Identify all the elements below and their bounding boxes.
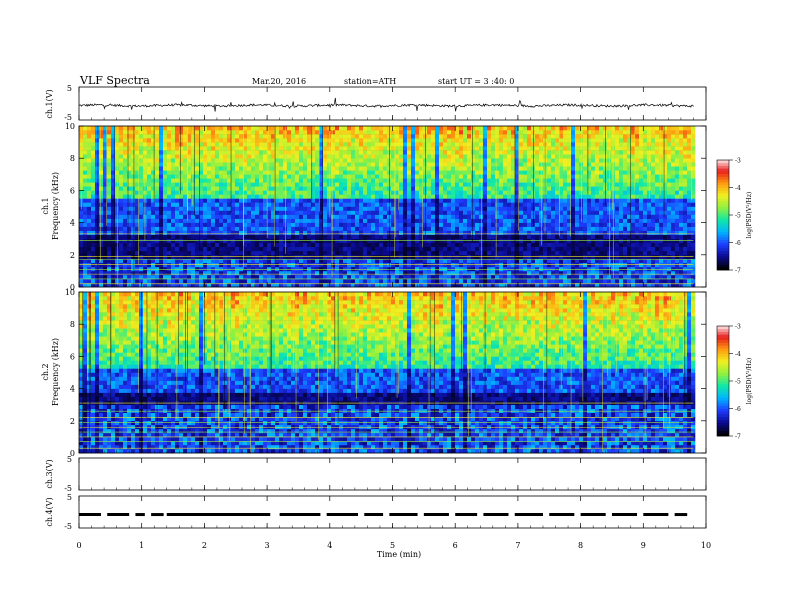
date-label: Mar.20, 2016 — [252, 77, 306, 86]
time-axis-ticks — [78, 87, 707, 528]
figure-title: VLF Spectra — [79, 74, 150, 87]
colorbar-tick-label: -4 — [735, 351, 741, 358]
time-tick-label: 3 — [265, 541, 270, 550]
time-tick-label: 8 — [578, 541, 583, 550]
ch4v-tick-bottom: -5 — [64, 522, 72, 531]
ch3v-tick-bottom: -5 — [64, 484, 72, 493]
ch4v-tick-top: 5 — [67, 493, 72, 502]
ch1-colorbar: -3 -4 -5 -6 -7 log(PSD(V²/Hz) — [716, 158, 753, 275]
ch1-channel-label: ch.1 — [41, 197, 50, 214]
frequency-tick-label: 10 — [65, 122, 75, 131]
ch2-frequency-axis-label: Frequency (kHz) — [51, 338, 60, 406]
ch2-colorbar-gradient — [717, 326, 729, 437]
time-tick-label: 6 — [453, 541, 458, 550]
ch1v-tick-bottom: -5 — [64, 113, 72, 122]
frequency-tick-label: 2 — [70, 251, 75, 260]
colorbar-tick-label: -6 — [735, 406, 741, 413]
time-tick-label: 4 — [327, 541, 332, 550]
frequency-tick-label: 0 — [70, 449, 75, 458]
ch2-spectrogram-panel: 0 2 4 6 8 10 ch.2 Frequency (kHz) — [41, 288, 707, 458]
station-label: station=ATH — [344, 77, 396, 86]
ch3v-tick-top: 5 — [67, 455, 72, 464]
ch1-colorbar-label: log(PSD(V²/Hz) — [746, 192, 753, 239]
frequency-tick-label: 4 — [70, 385, 75, 394]
ch1-colorbar-gradient — [717, 160, 729, 271]
colorbar-tick-label: -6 — [735, 240, 741, 247]
time-tick-label: 10 — [701, 541, 711, 550]
time-axis-label: Time (min) — [377, 550, 421, 559]
time-tick-label: 5 — [390, 541, 395, 550]
ch3v-axis-label: ch.3(V) — [45, 459, 54, 488]
frequency-tick-label: 6 — [70, 352, 75, 361]
time-tick-label: 9 — [641, 541, 646, 550]
ch4-voltage-panel: 5 -5 ch.4(V) — [45, 493, 707, 531]
colorbar-tick-label: -5 — [735, 379, 741, 386]
ch2-frequency-ticks: 0 2 4 6 8 10 — [65, 288, 706, 458]
ch1-frequency-ticks: 0 2 4 6 8 10 — [65, 122, 706, 292]
start-time-label: start UT = 3 :40: 0 — [438, 77, 514, 86]
time-tick-label: 2 — [202, 541, 207, 550]
ch2-colorbar: -3 -4 -5 -6 -7 log(PSD(V²/Hz) — [716, 324, 753, 441]
frequency-tick-label: 10 — [65, 288, 75, 297]
colorbar-tick-label: -4 — [735, 185, 741, 192]
ch2-spectrogram — [79, 292, 696, 454]
ch1-spectrogram-panel: 0 2 4 6 8 10 ch.1 Frequency (kHz) — [41, 122, 707, 292]
ch1-colorbar-ticks: -3 -4 -5 -6 -7 — [729, 158, 741, 275]
ch2-colorbar-ticks: -3 -4 -5 -6 -7 — [729, 324, 741, 441]
time-tick-label: 7 — [515, 541, 520, 550]
colorbar-tick-label: -7 — [735, 434, 741, 441]
colorbar-tick-label: -3 — [735, 324, 741, 331]
frequency-tick-label: 4 — [70, 219, 75, 228]
frequency-tick-label: 6 — [70, 186, 75, 195]
time-tick-label: 1 — [139, 541, 144, 550]
time-tick-label: 0 — [76, 541, 81, 550]
ch1-frequency-axis-label: Frequency (kHz) — [51, 172, 60, 240]
frequency-tick-label: 2 — [70, 417, 75, 426]
ch1v-tick-top: 5 — [67, 84, 72, 93]
ch1v-axis-label: ch.1(V) — [45, 89, 54, 118]
frequency-tick-label: 8 — [70, 154, 75, 163]
colorbar-tick-label: -5 — [735, 213, 741, 220]
ch2-colorbar-label: log(PSD(V²/Hz) — [746, 358, 753, 405]
ch1-spectrogram — [79, 126, 696, 288]
ch1-voltage-trace — [79, 97, 694, 112]
ch4v-axis-label: ch.4(V) — [45, 497, 54, 526]
time-axis-tick-labels: 0 1 2 3 4 5 6 7 8 9 10 — [76, 541, 711, 550]
colorbar-tick-label: -7 — [735, 268, 741, 275]
colorbar-tick-label: -3 — [735, 158, 741, 165]
ch2-channel-label: ch.2 — [41, 363, 50, 380]
frequency-tick-label: 0 — [70, 283, 75, 292]
frequency-tick-label: 8 — [70, 320, 75, 329]
ch1-voltage-line — [79, 97, 694, 112]
